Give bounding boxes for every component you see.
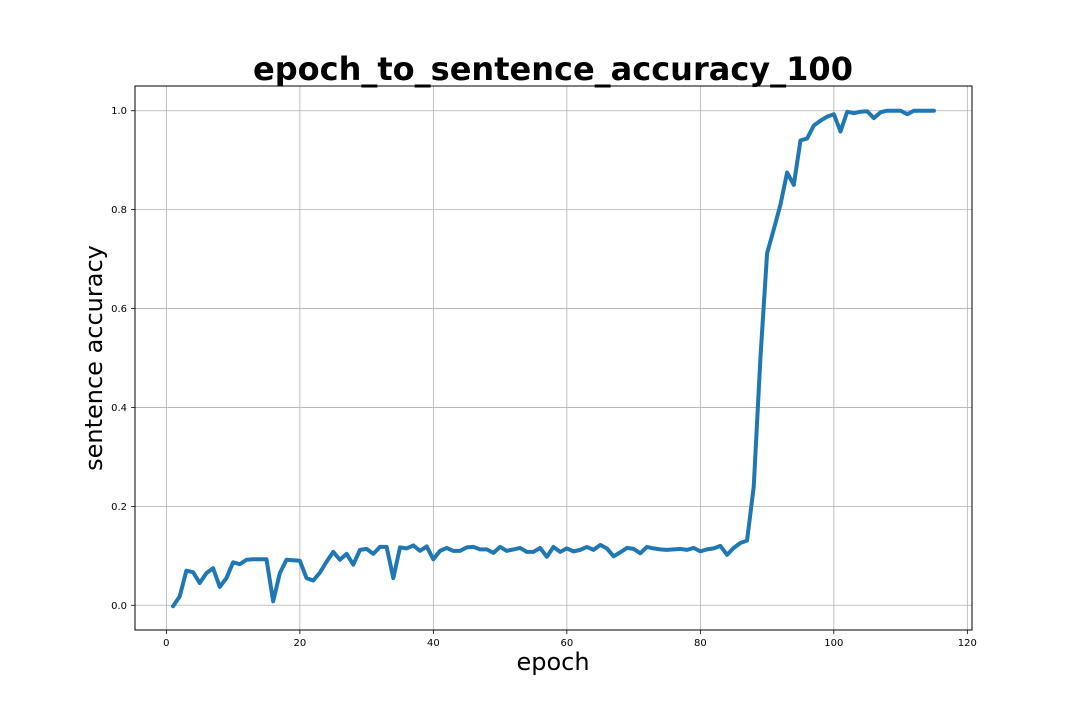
chart-title: epoch_to_sentence_accuracy_100 <box>253 50 853 88</box>
x-tick-label: 40 <box>427 638 440 649</box>
x-tick-label: 60 <box>560 638 573 649</box>
x-tick-label: 0 <box>163 638 169 649</box>
y-tick-label: 1.0 <box>111 106 127 117</box>
x-tick-label: 20 <box>293 638 306 649</box>
x-axis-label: epoch <box>516 648 589 676</box>
x-tick-label: 120 <box>958 638 977 649</box>
y-tick-label: 0.6 <box>111 304 127 315</box>
x-tick-label: 100 <box>824 638 843 649</box>
y-tick-label: 0.0 <box>111 601 127 612</box>
y-tick-label: 0.2 <box>111 502 127 513</box>
series-layer <box>171 108 936 609</box>
axis-ticks: 0 20 40 60 80 100 120 0.0 0.2 0.4 0.6 0.8 1.0 <box>111 106 977 649</box>
y-tick-label: 0.8 <box>111 205 127 216</box>
series-line <box>171 108 936 609</box>
x-tick-label: 80 <box>694 638 707 649</box>
y-tick-label: 0.4 <box>111 403 127 414</box>
grid-lines <box>135 86 972 630</box>
y-axis-label: sentence accuracy <box>80 245 108 471</box>
plot-frame <box>134 85 973 631</box>
